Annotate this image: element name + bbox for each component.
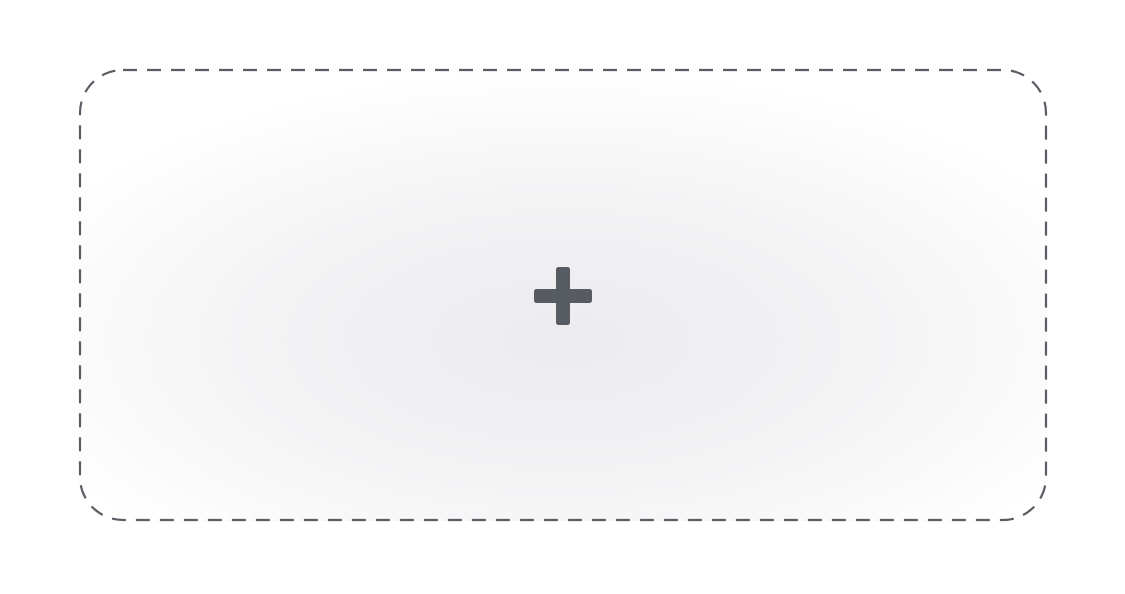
add-item-button[interactable] bbox=[78, 68, 1048, 522]
dashed-border bbox=[78, 68, 1048, 522]
plus-icon bbox=[534, 267, 592, 325]
